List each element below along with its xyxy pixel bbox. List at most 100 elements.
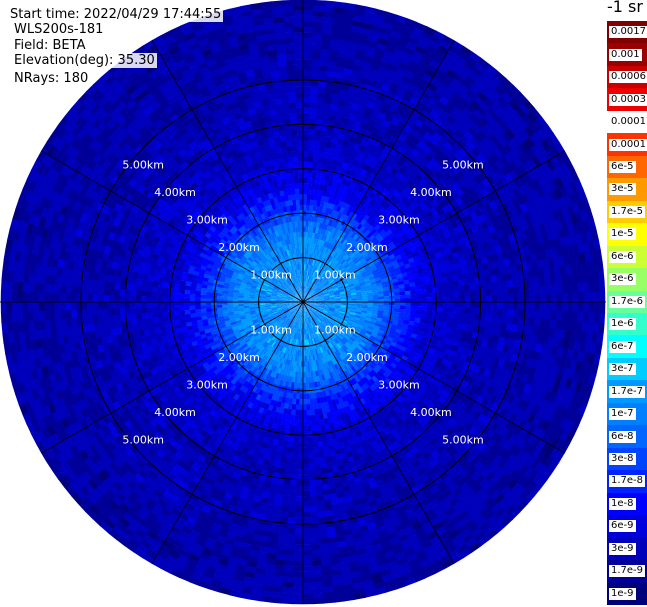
beta-cell <box>384 550 396 559</box>
beta-cell <box>325 331 330 338</box>
beta-cell <box>463 440 473 451</box>
beta-cell <box>480 314 487 322</box>
beta-cell <box>318 316 324 321</box>
beta-cell <box>174 314 181 321</box>
beta-cell <box>404 506 415 516</box>
beta-cell <box>392 482 402 492</box>
beta-cell <box>337 361 344 368</box>
beta-cell <box>333 323 339 328</box>
beta-cell <box>534 302 541 311</box>
beta-cell <box>366 330 373 336</box>
beta-cell <box>583 302 590 313</box>
beta-cell <box>353 340 360 346</box>
beta-cell <box>554 355 562 367</box>
beta-cell <box>569 379 578 391</box>
beta-cell <box>364 319 371 324</box>
beta-cell <box>530 447 542 460</box>
beta-cell <box>512 309 519 318</box>
beta-cell <box>521 478 533 490</box>
beta-cell <box>309 310 313 316</box>
beta-cell <box>587 321 594 334</box>
beta-cell <box>465 453 476 464</box>
beta-cell <box>363 334 370 340</box>
beta-cell <box>381 517 392 526</box>
beta-cell <box>309 398 314 405</box>
beta-cell <box>498 336 506 346</box>
beta-cell <box>356 305 363 309</box>
beta-cell <box>563 338 571 350</box>
beta-cell <box>443 453 454 463</box>
beta-cell <box>304 307 307 313</box>
beta-cell <box>313 303 320 305</box>
beta-cell <box>383 481 393 490</box>
beta-cell <box>402 458 412 468</box>
beta-cell <box>401 543 413 553</box>
beta-cell <box>453 302 460 308</box>
beta-cell <box>502 360 511 370</box>
beta-cell <box>411 521 423 531</box>
beta-cell <box>536 335 544 345</box>
beta-cell <box>399 308 406 313</box>
beta-cell <box>296 393 300 400</box>
beta-cell <box>480 360 488 369</box>
beta-cell <box>352 322 359 327</box>
beta-cell <box>357 386 364 394</box>
beta-cell <box>459 428 469 438</box>
beta-cell <box>315 353 320 360</box>
beta-cell <box>370 332 378 338</box>
beta-cell <box>323 306 330 309</box>
beta-cell <box>348 483 357 491</box>
beta-cell <box>302 576 313 583</box>
beta-cell <box>349 327 356 332</box>
beta-cell <box>479 506 491 518</box>
beta-cell <box>378 563 390 572</box>
beta-cell <box>317 309 323 313</box>
beta-cell <box>403 525 415 534</box>
beta-cell <box>324 317 330 323</box>
beta-cell <box>357 491 367 500</box>
beta-cell <box>310 527 320 535</box>
beta-cell <box>319 303 325 305</box>
beta-cell <box>368 347 375 353</box>
beta-cell <box>319 548 330 556</box>
beta-cell <box>364 367 371 375</box>
beta-cell <box>379 535 390 544</box>
beta-cell <box>288 430 294 437</box>
beta-cell <box>457 318 465 325</box>
beta-cell <box>327 378 333 385</box>
beta-cell <box>315 325 320 331</box>
beta-cell <box>65 309 72 319</box>
beta-cell <box>413 525 425 536</box>
beta-cell <box>469 313 476 321</box>
beta-cell <box>590 363 599 376</box>
beta-cell <box>540 420 551 432</box>
beta-cell <box>356 400 363 408</box>
beta-cell <box>526 444 537 457</box>
beta-cell <box>325 356 330 363</box>
beta-cell <box>335 303 341 305</box>
beta-cell <box>307 436 313 443</box>
beta-cell <box>11 311 18 323</box>
beta-cell <box>448 530 460 541</box>
beta-cell <box>326 372 331 380</box>
beta-cell <box>388 344 396 351</box>
beta-cell <box>387 356 395 363</box>
beta-cell <box>408 467 418 477</box>
beta-cell <box>398 358 406 366</box>
beta-cell <box>312 332 316 339</box>
beta-cell <box>339 430 347 438</box>
beta-cell <box>325 316 331 321</box>
beta-cell <box>281 592 293 599</box>
beta-cell <box>498 398 507 409</box>
beta-cell <box>574 380 584 393</box>
beta-cell <box>465 504 477 515</box>
beta-cell <box>302 469 309 475</box>
beta-cell <box>326 313 333 318</box>
beta-cell <box>528 317 535 327</box>
beta-cell <box>340 372 347 379</box>
beta-cell <box>401 520 412 530</box>
beta-cell <box>463 318 470 326</box>
beta-cell <box>555 319 562 330</box>
beta-cell <box>491 308 498 316</box>
beta-cell <box>410 539 422 549</box>
